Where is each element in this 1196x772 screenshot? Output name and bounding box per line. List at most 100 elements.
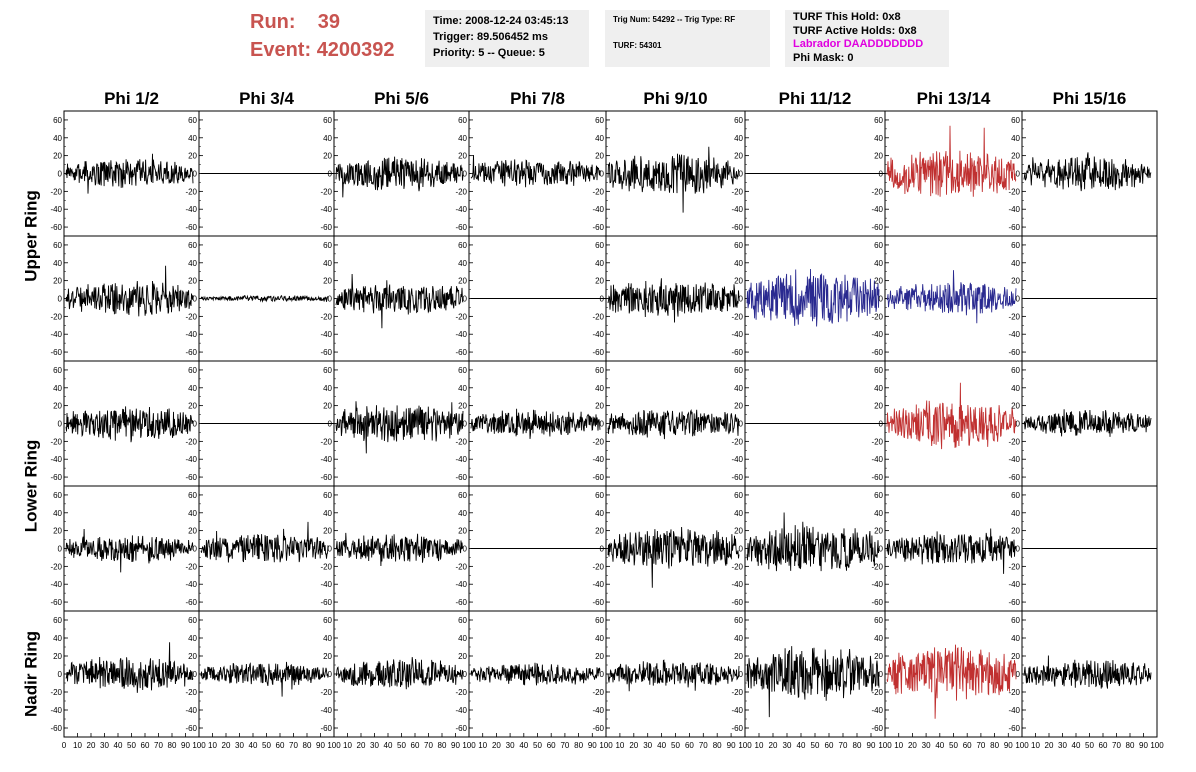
run-line: Run: 39: [250, 8, 395, 36]
y-tick-label: -20: [50, 562, 62, 571]
y-tick-label: 20: [734, 402, 743, 411]
turf-active-text: TURF Active Holds: 0x8: [793, 24, 917, 37]
y-tick-label: 40: [458, 384, 467, 393]
y-tick-label: -60: [455, 348, 467, 357]
x-tick-label: 50: [949, 741, 958, 750]
x-tick-label: 90: [1004, 741, 1013, 750]
y-tick-label: 60: [874, 616, 883, 625]
waveform-trace: [607, 659, 740, 692]
phi-label: Phi 3/4: [239, 89, 294, 108]
channel-panel: -60 -40 -20 0 20 40 60: [1008, 610, 1158, 738]
y-tick-label: 60: [53, 616, 62, 625]
x-tick-label: 80: [1126, 741, 1135, 750]
y-tick-label: 60: [595, 241, 604, 250]
x-tick-label: 40: [384, 741, 393, 750]
channel-panel: -60 -40 -20 0 20 40 60: [871, 235, 1023, 362]
y-tick-label: -60: [455, 724, 467, 733]
y-tick-label: 60: [323, 491, 332, 500]
y-tick-label: 40: [734, 634, 743, 643]
channel-panel: -60 -40 -20 0 20 40 60: [50, 235, 200, 362]
y-tick-label: -60: [1008, 473, 1020, 482]
y-tick-label: -60: [50, 473, 62, 482]
waveform-trace: [470, 662, 601, 686]
y-tick-label: 0: [58, 420, 63, 429]
y-tick-label: 20: [1011, 402, 1020, 411]
x-tick-label: 20: [492, 741, 501, 750]
y-tick-label: 60: [53, 241, 62, 250]
y-tick-label: -20: [592, 437, 604, 446]
y-tick-label: -20: [871, 562, 883, 571]
y-tick-label: 0: [879, 670, 884, 679]
x-tick-label: 40: [797, 741, 806, 750]
y-tick-label: 60: [1011, 491, 1020, 500]
y-tick-label: -40: [320, 205, 332, 214]
y-tick-label: -40: [871, 455, 883, 464]
y-tick-label: -40: [731, 706, 743, 715]
y-tick-label: -40: [592, 330, 604, 339]
x-tick-label: 90: [316, 741, 325, 750]
x-tick-label: 40: [935, 741, 944, 750]
y-tick-label: -20: [592, 187, 604, 196]
y-tick-label: 0: [879, 545, 884, 554]
y-tick-label: 0: [739, 170, 744, 179]
x-tick-label: 50: [262, 741, 271, 750]
y-tick-label: -60: [320, 223, 332, 232]
y-tick-label: 40: [1011, 384, 1020, 393]
y-tick-label: -40: [592, 205, 604, 214]
channel-panel: -60 -40 -20 0 20 40 60: [455, 485, 607, 612]
channel-panel: -60 -40 -20 0 20 40 60: [50, 610, 200, 738]
y-tick-label: 60: [1011, 616, 1020, 625]
y-tick-label: -40: [731, 580, 743, 589]
y-tick-label: 60: [188, 491, 197, 500]
y-tick-label: 60: [323, 616, 332, 625]
y-tick-label: 40: [734, 259, 743, 268]
y-tick-label: -40: [185, 330, 197, 339]
y-tick-label: -60: [50, 348, 62, 357]
y-tick-label: 0: [58, 670, 63, 679]
x-tick-label: 50: [671, 741, 680, 750]
y-tick-label: 40: [458, 259, 467, 268]
y-tick-label: 60: [458, 116, 467, 125]
y-tick-label: -20: [455, 688, 467, 697]
y-tick-label: 20: [188, 152, 197, 161]
x-tick-label: 60: [411, 741, 420, 750]
y-tick-label: 40: [188, 259, 197, 268]
y-tick-label: -60: [731, 473, 743, 482]
y-tick-label: -20: [320, 562, 332, 571]
trigger-text: Trigger: 89.506452 ms: [433, 31, 548, 43]
y-tick-label: 20: [1011, 277, 1020, 286]
labrador-text: Labrador DAADDDDDDD: [793, 38, 924, 50]
y-tick-label: -20: [320, 688, 332, 697]
run-value: 39: [317, 11, 341, 33]
y-tick-label: 60: [874, 491, 883, 500]
y-tick-label: 0: [463, 295, 468, 304]
y-tick-label: 20: [874, 152, 883, 161]
y-tick-label: 0: [193, 170, 198, 179]
y-tick-label: 20: [188, 277, 197, 286]
channel-panel: -60 -40 -20 0 20 40 60: [731, 485, 886, 612]
x-tick-label: 60: [685, 741, 694, 750]
trigger-info-panel: Trig Num: 54292 -- Trig Type: RF TURF: 5…: [605, 10, 770, 67]
y-tick-label: -40: [50, 455, 62, 464]
y-tick-label: 40: [874, 259, 883, 268]
channel-panel: -60 -40 -20 0 20 40 60: [455, 110, 607, 237]
y-tick-label: 60: [734, 241, 743, 250]
y-tick-label: -60: [731, 598, 743, 607]
y-tick-label: -20: [731, 437, 743, 446]
run-label: Run:: [250, 11, 296, 33]
y-tick-label: 60: [734, 366, 743, 375]
channel-panel: -60 -40 -20 0 20 40 60: [455, 610, 607, 738]
y-tick-label: -60: [1008, 223, 1020, 232]
y-tick-label: -40: [455, 330, 467, 339]
y-tick-label: 60: [188, 366, 197, 375]
run-event-block: Run: 39 Event: 4200392: [250, 8, 395, 64]
y-tick-label: -60: [592, 724, 604, 733]
y-tick-label: -40: [50, 706, 62, 715]
y-tick-label: -60: [455, 223, 467, 232]
y-tick-label: -20: [1008, 688, 1020, 697]
turf-text: TURF: 54301: [613, 41, 662, 50]
channel-panel: -60 -40 -20 0 20 40 60: [731, 610, 886, 738]
y-tick-label: -20: [1008, 437, 1020, 446]
y-tick-label: 20: [323, 152, 332, 161]
y-tick-label: 20: [458, 402, 467, 411]
